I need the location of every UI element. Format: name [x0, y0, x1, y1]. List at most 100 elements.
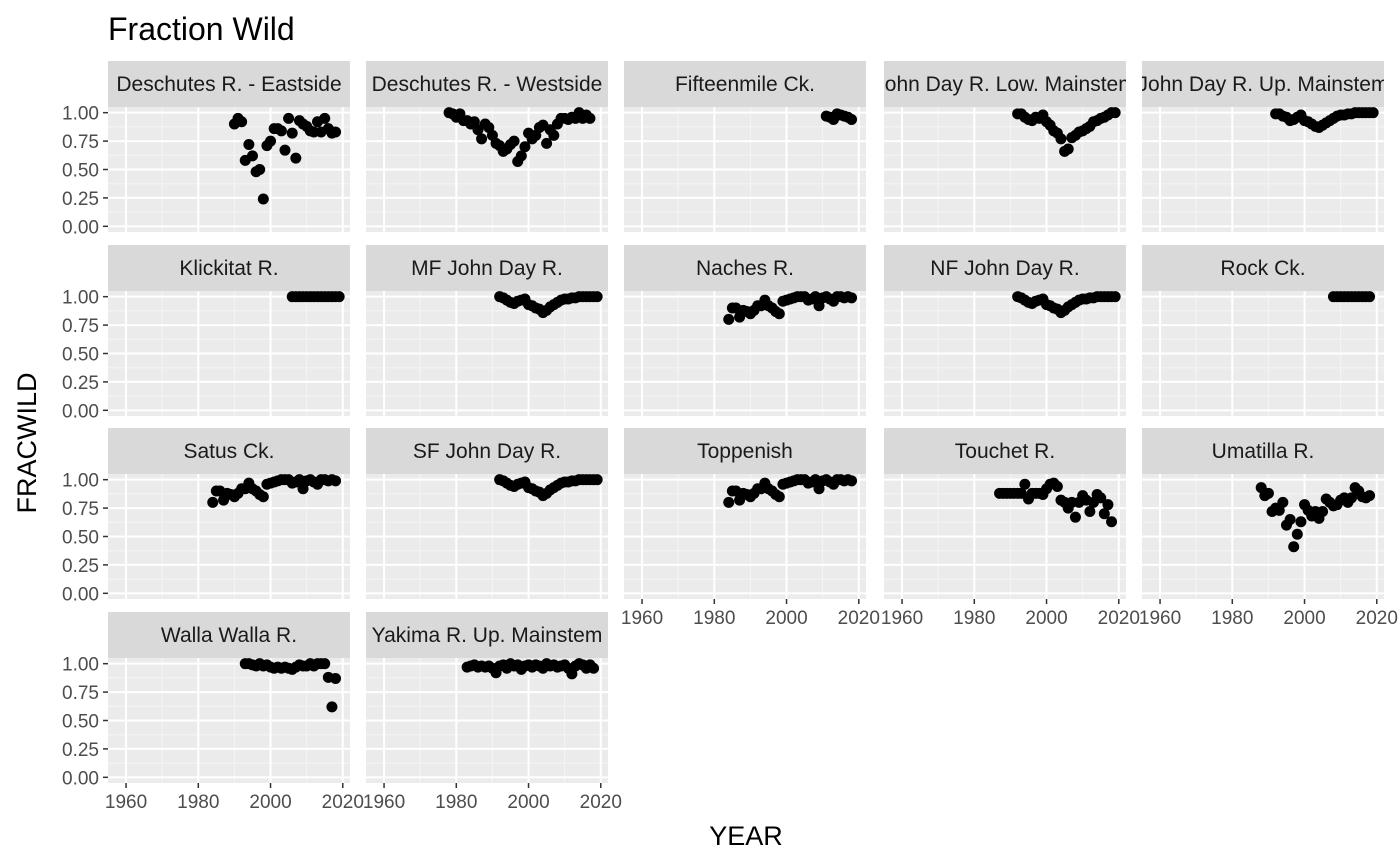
data-point	[1098, 508, 1110, 520]
y-tick-label: 1.00	[62, 104, 99, 125]
data-point	[1364, 490, 1376, 502]
facet-panel: Naches R.	[624, 245, 866, 416]
data-point	[279, 144, 291, 156]
data-point	[1345, 492, 1357, 504]
y-tick-label: 0.25	[62, 556, 99, 577]
facet-strip	[884, 245, 1126, 291]
facet-panel: NF John Day R.	[884, 245, 1126, 416]
facet-strip-label: Deschutes R. - Eastside	[116, 73, 341, 96]
facet-strip-label: Walla Walla R.	[161, 624, 297, 647]
facet-strip	[366, 612, 608, 658]
data-point	[541, 137, 553, 149]
facet-strip-label: Touchet R.	[955, 440, 1055, 463]
facet-strip-label: Satus Ck.	[183, 440, 274, 463]
data-point	[773, 491, 785, 503]
data-point	[588, 662, 600, 674]
x-tick-label: 2000	[1283, 608, 1325, 629]
facet-panel: Walla Walla R. 0.00 0.25 0.50 0.75 1.00 1960 19…	[62, 612, 364, 813]
data-point	[1084, 506, 1096, 517]
facet-strip	[108, 245, 350, 291]
y-tick-label: 0.75	[62, 316, 99, 337]
facet-panel: Klickitat R. 0.00 0.25 0.50 0.75 1.00	[62, 245, 350, 422]
y-tick-label: 0.25	[62, 373, 99, 394]
facet-panel: Fifteenmile Ck.	[624, 61, 866, 232]
data-point	[1364, 291, 1376, 303]
y-axis-title: FRACWILD	[12, 373, 42, 514]
x-tick-label: 1960	[621, 608, 663, 629]
data-point	[265, 135, 277, 147]
data-point	[207, 496, 219, 508]
facet-strip	[1142, 245, 1384, 291]
data-point	[326, 701, 338, 713]
data-point	[1102, 499, 1114, 511]
y-tick-label: 1.00	[62, 288, 99, 309]
facet-strip-label: Toppenish	[697, 440, 793, 463]
facet-panel: Yakima R. Up. Mainstem 1960 1980 2000 2020	[363, 612, 622, 813]
data-point	[286, 127, 298, 139]
data-point	[1295, 516, 1307, 528]
facet-panel: SF John Day R.	[366, 428, 608, 599]
facet-strip-label: John Day R. Up. Mainstem	[1138, 73, 1389, 96]
data-point	[1051, 481, 1063, 492]
data-point	[236, 116, 248, 128]
data-point	[1019, 478, 1031, 490]
facet-strip	[1142, 61, 1384, 107]
facet-panels: Deschutes R. - Eastside 0.00 0.25 0.50 0.75 1…	[62, 61, 1398, 813]
facet-strip	[108, 61, 350, 107]
facet-strip-label: Deschutes R. - Westside	[372, 73, 603, 96]
facet-strip-label: Naches R.	[696, 257, 794, 280]
data-point	[257, 491, 269, 503]
data-point	[548, 129, 560, 141]
data-point	[476, 133, 488, 145]
x-tick-label: 1960	[881, 608, 923, 629]
data-point	[290, 152, 302, 164]
y-tick-label: 0.00	[62, 768, 99, 789]
y-tick-label: 0.00	[62, 401, 99, 422]
facet-panel: Touchet R. 1960 1980 2000 2020	[881, 428, 1140, 629]
facet-strip-label: SF John Day R.	[413, 440, 561, 463]
data-point	[1291, 528, 1303, 540]
x-tick-label: 1960	[363, 792, 405, 813]
facet-panel: Deschutes R. - Eastside 0.00 0.25 0.50 0.75 1…	[62, 61, 350, 238]
data-point	[1055, 133, 1067, 145]
x-tick-label: 2020	[580, 792, 622, 813]
facet-panel: MF John Day R.	[366, 245, 608, 416]
x-tick-label: 1960	[1139, 608, 1181, 629]
data-point	[508, 135, 520, 147]
data-point	[246, 150, 258, 162]
x-tick-label: 2020	[838, 608, 880, 629]
facet-panel: Umatilla R. 1960 1980 2000 2020	[1139, 428, 1398, 629]
y-tick-label: 0.50	[62, 712, 99, 733]
x-tick-label: 2020	[1356, 608, 1398, 629]
data-point	[1288, 541, 1300, 553]
y-tick-label: 0.75	[62, 132, 99, 153]
data-point	[591, 474, 603, 486]
data-point	[243, 139, 255, 150]
y-tick-label: 0.50	[62, 528, 99, 549]
x-tick-label: 1980	[435, 792, 477, 813]
facet-strip-label: Umatilla R.	[1212, 440, 1315, 463]
y-tick-label: 0.25	[62, 189, 99, 210]
data-point	[515, 150, 527, 162]
y-tick-label: 0.00	[62, 217, 99, 238]
data-point	[591, 291, 603, 303]
data-point	[1262, 487, 1274, 499]
data-point	[257, 193, 269, 205]
data-point	[1109, 107, 1121, 119]
data-point	[319, 658, 331, 670]
data-point	[723, 313, 735, 325]
y-tick-label: 0.50	[62, 161, 99, 182]
y-tick-label: 0.75	[62, 683, 99, 704]
data-point	[1095, 492, 1107, 504]
x-tick-label: 1980	[693, 608, 735, 629]
data-point	[723, 496, 735, 508]
facet-strip	[884, 428, 1126, 474]
data-point	[283, 112, 295, 124]
facet-strip	[624, 428, 866, 474]
data-point	[319, 112, 331, 124]
facet-strip	[624, 61, 866, 107]
data-point	[846, 475, 858, 487]
facet-strip-label: Yakima R. Up. Mainstem	[372, 624, 603, 647]
data-point	[773, 308, 785, 320]
